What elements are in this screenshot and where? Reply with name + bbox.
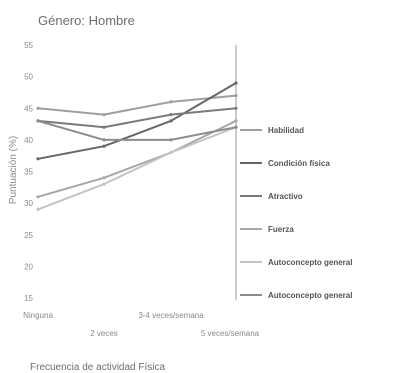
y-axis-label: Puntuación (%) <box>8 136 19 204</box>
data-point <box>169 100 173 104</box>
chart-title: Género: Hombre <box>38 13 135 28</box>
legend-label: Autoconcepto general <box>268 291 352 300</box>
data-point <box>36 119 40 123</box>
data-point <box>102 138 106 142</box>
y-tick-label: 55 <box>24 41 33 50</box>
legend-label: Condición física <box>268 159 330 168</box>
data-point <box>169 138 173 142</box>
y-tick-label: 15 <box>24 294 33 303</box>
series-line <box>37 82 237 160</box>
data-point <box>169 119 173 123</box>
y-tick-label: 25 <box>24 231 33 240</box>
x-tick-label: Ninguna <box>23 311 53 320</box>
data-point <box>234 94 238 98</box>
data-point <box>102 182 106 186</box>
series-line <box>37 94 237 116</box>
data-point <box>102 144 106 148</box>
x-axis-label: Frecuencia de actividad Física <box>30 362 166 373</box>
series-line <box>37 119 237 141</box>
y-tick-label: 30 <box>24 199 33 208</box>
x-tick-label: 2 veces <box>90 329 118 338</box>
y-tick-label: 35 <box>24 168 33 177</box>
data-point <box>36 157 40 161</box>
data-point <box>102 176 106 180</box>
data-point <box>169 150 173 155</box>
legend-label: Atractivo <box>268 192 303 201</box>
series-line <box>37 120 237 198</box>
data-point <box>102 113 106 117</box>
y-tick-label: 40 <box>24 136 33 145</box>
data-point <box>36 106 40 110</box>
x-tick-label: 3-4 veces/semana <box>138 311 204 320</box>
data-point <box>234 106 238 110</box>
data-point <box>36 207 40 211</box>
data-point <box>36 195 40 199</box>
legend-label: Autoconcepto general <box>268 258 352 267</box>
y-tick-label: 20 <box>24 262 33 271</box>
y-tick-label: 45 <box>24 104 33 113</box>
legend-label: Habilidad <box>268 126 304 135</box>
y-tick-label: 50 <box>24 73 33 82</box>
series-line <box>37 126 237 211</box>
data-point <box>102 125 106 129</box>
series-line <box>37 107 237 129</box>
data-point <box>234 125 238 129</box>
data-point <box>234 119 238 123</box>
data-point <box>234 81 238 85</box>
x-tick-label: 5 veces/semana <box>201 329 260 338</box>
legend-label: Fuerza <box>268 225 294 234</box>
data-point <box>169 113 173 117</box>
